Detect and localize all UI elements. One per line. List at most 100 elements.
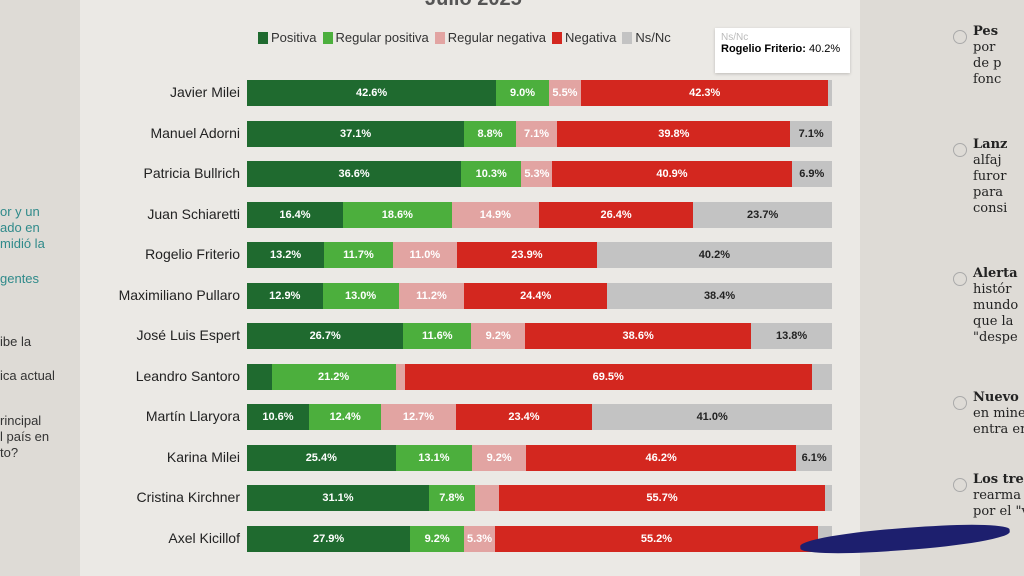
bar-segment-nsnc[interactable]: 38.4% [607,282,832,309]
legend-item[interactable]: Positiva [258,30,317,45]
bar-segment-rpos[interactable]: 18.6% [342,201,452,228]
bar-segment-rpos[interactable]: 13.0% [322,282,399,309]
bar-segment-rpos[interactable]: 12.4% [308,404,382,430]
bar-segment-rneg[interactable]: 5.3% [464,525,496,552]
bar-segment-rpos[interactable]: 13.1% [395,444,473,471]
bar-segment-rneg[interactable]: 11.0% [392,242,457,268]
bar-segment-rpos[interactable]: 8.8% [464,120,516,147]
bar-segment-nsnc[interactable] [811,363,832,390]
bar-segment-rpos[interactable]: 10.3% [461,161,522,187]
bar-segment-rneg[interactable] [395,363,405,390]
legend-label: Ns/Nc [635,30,671,45]
stacked-bar[interactable]: 31.1% 7.8% 55.7% [247,485,832,511]
bar-segment-nsnc[interactable]: 23.7% [693,201,832,228]
bar-segment-nsnc[interactable]: 7.1% [790,120,832,147]
bar-segment-rneg[interactable]: 9.2% [472,444,527,471]
bar-segment-pos[interactable]: 16.4% [247,201,343,228]
category-label: Axel Kicillof [168,529,240,546]
article-fragment[interactable]: or y un [0,204,40,219]
bar-segment-neg[interactable]: 55.2% [495,525,818,552]
bar-segment-nsnc[interactable]: 40.2% [596,242,832,268]
data-label: 38.6% [622,330,654,342]
bar-segment-rpos[interactable]: 9.2% [410,525,465,552]
article-fragment[interactable]: l país en [0,429,50,444]
bar-segment-pos[interactable]: 42.6% [247,80,497,106]
bar-segment-neg[interactable]: 26.4% [538,201,694,228]
article-fragment[interactable]: ibe la [0,334,32,349]
news-line: consi [973,201,1008,216]
bar-segment-neg[interactable]: 38.6% [525,323,752,349]
bar-segment-neg[interactable]: 42.3% [581,80,829,106]
legend-item[interactable]: Ns/Nc [622,30,671,45]
bar-segment-pos[interactable]: 12.9% [247,282,323,309]
bar-segment-nsnc[interactable]: 6.9% [791,161,832,187]
stacked-bar[interactable]: 42.6% 9.0% 5.5% 42.3% [247,80,832,106]
bar-segment-pos[interactable]: 26.7% [247,323,404,349]
news-item[interactable]: Nuevo en mine entra en [953,390,1024,438]
bar-segment-pos[interactable] [247,363,272,390]
bar-segment-pos[interactable]: 13.2% [247,242,325,268]
data-label: 23.4% [508,411,540,423]
legend-item[interactable]: Regular negativa [434,30,547,45]
bar-segment-neg[interactable]: 46.2% [526,444,797,471]
bar-segment-pos[interactable]: 10.6% [247,404,309,430]
bar-segment-rpos[interactable]: 11.6% [403,323,472,349]
bar-segment-rneg[interactable] [474,485,500,511]
news-item[interactable]: Alerta histór mundo que la "despe [953,266,1024,346]
bar-segment-pos[interactable]: 31.1% [247,485,429,511]
bar-segment-nsnc[interactable] [828,80,832,106]
news-item[interactable]: Los tresrearmapor el "vi [953,472,1024,520]
bar-segment-neg[interactable]: 23.9% [457,242,597,268]
bar-segment-neg[interactable]: 39.8% [557,120,791,147]
data-label: 26.4% [600,208,632,221]
news-item[interactable]: Lanz alfaj furor para consi [953,137,1024,217]
bar-segment-neg[interactable]: 24.4% [464,282,608,309]
stacked-bar[interactable]: 25.4% 13.1% 9.2% 46.2% 6.1% [247,444,832,471]
article-fragment[interactable]: gentes [0,271,40,286]
news-item[interactable]: Pes por de p fonc [953,24,1024,88]
bar-segment-rneg[interactable]: 7.1% [515,120,558,147]
bar-segment-nsnc[interactable]: 41.0% [592,404,832,430]
bar-segment-neg[interactable]: 23.4% [455,404,593,430]
stacked-bar[interactable]: 36.6% 10.3% 5.3% 40.9% 6.9% [247,161,832,187]
bar-segment-pos[interactable]: 37.1% [247,120,465,147]
article-fragment[interactable]: to? [0,445,19,460]
bar-segment-rpos[interactable]: 11.7% [324,242,393,268]
bar-segment-rneg[interactable]: 12.7% [381,404,456,430]
data-label: 23.7% [747,208,779,221]
stacked-bar[interactable]: 26.7% 11.6% 9.2% 38.6% 13.8% [247,323,832,349]
bar-segment-pos[interactable]: 27.9% [247,525,411,552]
legend-label: Regular negativa [447,30,547,45]
article-fragment[interactable]: midió la [0,236,45,251]
bar-segment-rpos[interactable]: 21.2% [271,363,396,390]
stacked-bar[interactable]: 12.9% 13.0% 11.2% 24.4% 38.4% [247,282,832,309]
bar-segment-neg[interactable]: 40.9% [552,161,792,187]
bar-segment-nsnc[interactable] [824,485,832,511]
legend-item[interactable]: Regular positiva [322,30,429,45]
data-label: 11.6% [422,330,453,342]
stacked-bar[interactable]: 10.6% 12.4% 12.7% 23.4% 41.0% [247,404,832,430]
bar-segment-rpos[interactable]: 7.8% [428,485,475,511]
article-fragment[interactable]: rincipal [0,413,42,428]
stacked-bar[interactable]: 37.1% 8.8% 7.1% 39.8% 7.1% [247,120,832,147]
data-label: 39.8% [658,127,690,140]
bar-segment-nsnc[interactable]: 13.8% [751,323,832,349]
bar-segment-rpos[interactable]: 9.0% [496,80,549,106]
bar-segment-pos[interactable]: 25.4% [247,444,396,471]
legend-item[interactable]: Negativa [552,30,616,45]
article-fragment[interactable]: ado en [0,220,40,235]
bar-segment-rneg[interactable]: 11.2% [398,282,465,309]
bar-segment-nsnc[interactable]: 6.1% [796,444,832,471]
bar-segment-pos[interactable]: 36.6% [247,161,462,187]
stacked-bar[interactable]: 13.2% 11.7% 11.0% 23.9% 40.2% [247,242,832,268]
stacked-bar[interactable]: 21.2% 69.5% [247,363,832,390]
stacked-bar[interactable]: 16.4% 18.6% 14.9% 26.4% 23.7% [247,201,832,228]
article-fragment[interactable]: ica actual [0,368,55,383]
bar-segment-rneg[interactable]: 5.3% [521,161,553,187]
bar-segment-rneg[interactable]: 14.9% [451,201,539,228]
bar-segment-neg[interactable]: 55.7% [499,485,825,511]
bar-segment-neg[interactable]: 69.5% [404,363,812,390]
bar-segment-rneg[interactable]: 9.2% [471,323,526,349]
stacked-bar[interactable]: 27.9% 9.2% 5.3% 55.2% [247,525,832,552]
bar-segment-rneg[interactable]: 5.5% [548,80,582,106]
